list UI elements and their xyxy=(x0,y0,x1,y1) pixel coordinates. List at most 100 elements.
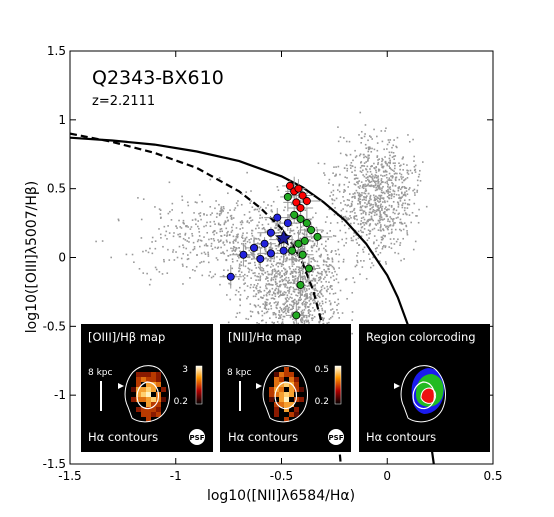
background-point xyxy=(309,293,311,295)
background-point xyxy=(312,298,315,301)
background-point xyxy=(312,285,315,288)
background-point xyxy=(376,156,378,158)
background-point xyxy=(189,228,192,230)
background-point xyxy=(354,166,357,169)
background-point xyxy=(264,301,267,303)
background-point xyxy=(300,318,302,321)
background-point xyxy=(365,213,367,216)
background-point xyxy=(415,215,417,217)
background-point xyxy=(402,213,405,216)
background-point xyxy=(231,229,234,232)
background-point xyxy=(369,168,371,170)
background-point xyxy=(137,197,139,199)
background-point xyxy=(304,209,307,212)
map-pixel xyxy=(146,382,151,387)
background-point xyxy=(265,253,267,255)
background-point xyxy=(280,275,283,278)
background-point xyxy=(404,178,407,180)
background-point xyxy=(276,303,279,306)
background-point xyxy=(235,248,237,251)
background-point xyxy=(193,247,196,250)
background-point xyxy=(312,299,314,302)
background-point xyxy=(299,270,301,272)
background-point xyxy=(173,259,176,261)
background-point xyxy=(402,237,405,240)
background-point xyxy=(214,230,216,232)
background-point xyxy=(330,191,333,194)
background-point xyxy=(254,261,256,264)
background-point xyxy=(245,191,248,193)
region-point xyxy=(250,243,259,252)
background-point xyxy=(230,217,233,219)
background-point xyxy=(306,285,309,287)
background-point xyxy=(117,218,120,221)
background-point xyxy=(253,290,255,292)
background-point xyxy=(292,286,295,289)
background-point xyxy=(221,208,223,211)
background-point xyxy=(313,284,315,287)
background-point xyxy=(270,297,273,300)
background-point xyxy=(267,283,269,286)
background-point xyxy=(336,221,339,224)
background-point xyxy=(362,169,364,172)
background-point xyxy=(370,176,373,178)
background-point xyxy=(363,175,366,178)
background-point xyxy=(235,227,238,229)
background-point xyxy=(309,218,312,221)
background-point xyxy=(264,307,267,310)
background-point xyxy=(175,225,177,227)
background-point xyxy=(316,294,319,297)
background-point xyxy=(277,317,280,320)
background-point xyxy=(363,156,365,159)
background-point xyxy=(110,256,112,259)
background-point xyxy=(347,218,349,221)
background-point xyxy=(425,205,428,208)
background-point xyxy=(193,246,196,248)
background-point xyxy=(274,313,277,316)
background-point xyxy=(414,240,417,243)
background-point xyxy=(375,213,378,216)
map-pixel xyxy=(279,377,284,382)
background-point xyxy=(276,271,279,273)
background-point xyxy=(261,266,263,269)
background-point xyxy=(331,258,334,261)
background-point xyxy=(296,279,299,282)
background-point xyxy=(264,304,266,306)
background-point xyxy=(379,216,382,218)
background-point xyxy=(368,202,371,205)
background-point xyxy=(351,210,354,213)
background-point xyxy=(365,177,368,179)
x-axis-label: log10([NII]λ6584/Hα) xyxy=(207,488,355,504)
background-point xyxy=(356,255,358,257)
background-point xyxy=(294,268,297,270)
background-point xyxy=(277,228,280,231)
background-point xyxy=(234,273,237,276)
background-point xyxy=(274,232,277,235)
background-point xyxy=(356,191,359,194)
background-point xyxy=(314,301,316,303)
background-point xyxy=(363,228,366,230)
background-point xyxy=(352,196,354,198)
region-point xyxy=(307,225,316,234)
background-point xyxy=(369,266,372,269)
background-point xyxy=(326,232,329,235)
background-point xyxy=(185,266,188,268)
background-point xyxy=(286,294,289,297)
background-point xyxy=(235,240,237,242)
background-point xyxy=(363,135,366,138)
background-point xyxy=(365,180,367,182)
background-point xyxy=(316,245,318,247)
background-point xyxy=(313,309,316,311)
background-point xyxy=(310,294,312,296)
background-point xyxy=(306,192,308,194)
background-point xyxy=(298,233,301,235)
background-point xyxy=(282,308,285,311)
background-point xyxy=(231,267,234,270)
background-point xyxy=(277,270,280,273)
background-point xyxy=(238,311,241,314)
background-point xyxy=(203,260,205,263)
background-point xyxy=(172,251,174,253)
background-point xyxy=(381,197,383,199)
background-point xyxy=(358,192,361,195)
